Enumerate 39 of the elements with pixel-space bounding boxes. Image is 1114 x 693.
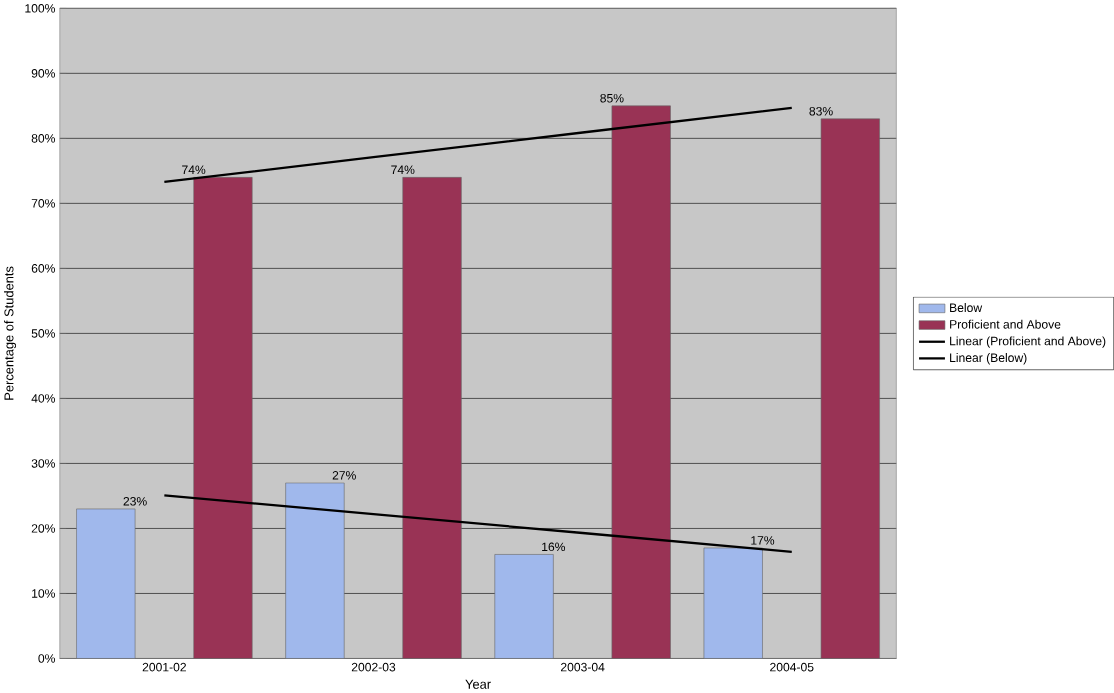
legend-label: Linear (Below)	[950, 353, 1027, 365]
legend-label: Proficient and Above	[950, 319, 1061, 329]
bar	[193, 177, 253, 659]
y-axis-title: Percentage of Students	[4, 266, 17, 400]
bar	[76, 508, 136, 659]
data-label: 74%	[391, 165, 415, 175]
legend-label: Below	[950, 303, 983, 313]
bar	[494, 554, 554, 659]
y-tick-label: 30%	[31, 459, 55, 468]
legend-label: Linear (Proficient and Above)	[950, 336, 1106, 348]
x-tick-label: 2001-02	[142, 662, 186, 672]
data-label: 17%	[751, 536, 775, 545]
data-label: 27%	[332, 471, 356, 480]
y-tick-label: 80%	[31, 134, 55, 143]
y-tick-label: 60%	[31, 264, 55, 273]
data-label: 16%	[542, 542, 566, 552]
bar	[611, 105, 671, 659]
y-tick-label: 0%	[38, 654, 55, 663]
bar	[703, 547, 763, 659]
x-tick-label: 2002-03	[351, 662, 396, 672]
y-tick-label: 50%	[31, 329, 55, 338]
x-axis-title: Year	[465, 679, 491, 689]
y-tick-label: 70%	[31, 199, 55, 208]
y-tick-label: 10%	[32, 589, 55, 598]
x-tick-label: 2003-04	[561, 662, 605, 672]
x-tick-label: 2004-05	[770, 662, 814, 672]
line-series	[163, 494, 793, 554]
data-label: 23%	[123, 497, 147, 506]
bar	[402, 177, 462, 659]
y-tick-label: 20%	[31, 524, 55, 533]
data-label: 74%	[182, 165, 206, 175]
y-tick-label: 40%	[31, 394, 55, 403]
bar	[820, 118, 880, 659]
data-label: 85%	[600, 94, 624, 103]
bar	[285, 482, 345, 659]
y-tick-label: 90%	[31, 69, 55, 78]
y-tick-label: 100%	[25, 4, 55, 13]
data-label: 83%	[809, 107, 833, 116]
line-series	[163, 106, 793, 184]
